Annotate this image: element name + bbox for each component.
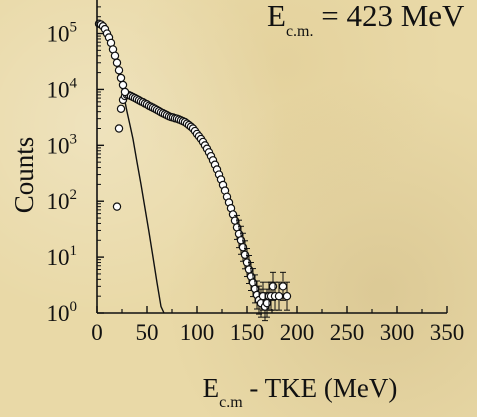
x-axis-title: Ec.m - TKE (MeV) <box>203 373 398 411</box>
xlabel-main: E <box>203 373 220 403</box>
data-point <box>116 104 126 114</box>
series-1 <box>112 90 292 322</box>
series-layer <box>94 19 292 322</box>
data-point <box>118 80 128 90</box>
annotation-rest: = 423 MeV <box>313 0 465 33</box>
data-point <box>240 250 250 259</box>
svg-text:Ec.m. = 423 MeV: Ec.m. = 423 MeV <box>267 0 465 40</box>
series-2 <box>94 19 130 97</box>
data-point <box>114 124 124 133</box>
y-tick-label: 104 <box>47 75 78 102</box>
ylabel: Counts <box>9 137 39 214</box>
x-tick-label: 50 <box>136 320 159 345</box>
x-tick-label: 200 <box>280 320 315 345</box>
data-point <box>278 282 288 291</box>
data-point <box>268 282 278 291</box>
data-point <box>114 66 124 75</box>
axes-layer: 0 50 100 150 200 250 300 350 100 101 102 103 104 105 <box>47 0 465 345</box>
data-point <box>120 87 130 97</box>
x-tick-label: 0 <box>91 320 103 345</box>
annotation: Ec.m. = 423 MeV <box>267 0 465 40</box>
x-tick-label: 250 <box>330 320 365 345</box>
annotation-sub: c.m. <box>286 23 314 40</box>
y-axis-title: Counts <box>9 137 39 214</box>
annotation-main: E <box>267 0 286 33</box>
x-tick-label: 150 <box>230 320 265 345</box>
data-point <box>110 51 120 60</box>
y-tick-label: 105 <box>47 20 78 47</box>
y-tick-label: 101 <box>47 243 78 270</box>
data-point <box>282 291 292 301</box>
data-point <box>112 58 122 67</box>
data-point <box>238 243 248 252</box>
data-point <box>244 265 254 274</box>
data-point <box>236 236 246 245</box>
data-point <box>262 298 272 308</box>
xlabel-rest: - TKE (MeV) <box>243 373 398 403</box>
x-tick-label: 100 <box>180 320 215 345</box>
y-tick-label: 102 <box>47 187 78 214</box>
svg-text:Ec.m - TKE (MeV): Ec.m - TKE (MeV) <box>203 373 398 411</box>
y-tick-label: 103 <box>47 131 78 158</box>
data-point <box>274 291 284 301</box>
data-point <box>116 73 126 83</box>
x-tick-label: 300 <box>380 320 415 345</box>
data-point <box>112 202 122 211</box>
xlabel-sub: c.m <box>219 394 243 411</box>
series-0 <box>96 23 165 314</box>
fit-curve-line <box>96 23 165 314</box>
x-tick-label: 350 <box>430 320 465 345</box>
y-tick-label: 100 <box>47 299 78 326</box>
